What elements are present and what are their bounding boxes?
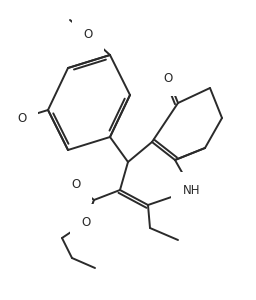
Text: O: O [71, 178, 81, 191]
Text: O: O [17, 112, 27, 124]
Text: NH: NH [183, 184, 201, 196]
Text: O: O [83, 28, 93, 41]
Text: O: O [163, 71, 173, 85]
Text: O: O [81, 215, 91, 229]
